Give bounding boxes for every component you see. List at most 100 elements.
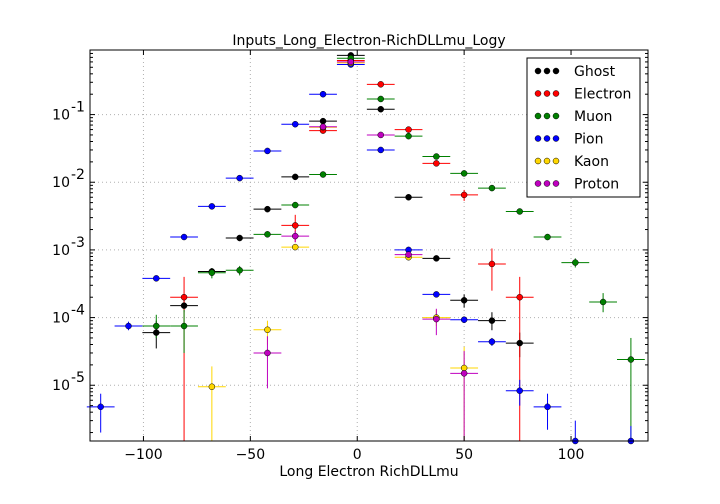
electron-point [488, 260, 496, 268]
kaon-point [460, 364, 468, 372]
legend-marker-kaon [543, 157, 551, 165]
legend-marker-muon [552, 112, 560, 120]
data-points [97, 52, 635, 445]
muon-point [460, 170, 468, 177]
proton-point [460, 370, 468, 377]
proton-point [405, 251, 412, 258]
muon-point [516, 208, 523, 215]
muon-point [236, 267, 243, 274]
ghost-point [433, 255, 440, 262]
legend-label-electron: Electron [574, 87, 631, 103]
legend: Ghost Electron Muon Pion Kaon Proton [526, 57, 641, 198]
pion-point [180, 233, 188, 241]
y-tick-exponent: -5 [71, 370, 85, 386]
legend-marker-proton [534, 180, 542, 187]
kaon-point [264, 326, 271, 334]
legend-marker-muon [534, 112, 542, 120]
y-axis-ticks: 10-510-410-310-210-1 [52, 49, 648, 434]
ghost-point [264, 205, 271, 213]
y-tick-exponent: -1 [71, 100, 85, 116]
electron-point [433, 160, 440, 167]
plot-frame [89, 49, 649, 442]
ghost-point [180, 302, 188, 309]
ghost-point [319, 117, 327, 125]
electron-point [516, 293, 523, 301]
legend-marker-pion [552, 135, 560, 142]
proton-point [319, 123, 327, 131]
electron-point [377, 81, 385, 88]
ghost-point [488, 317, 496, 324]
ghost-point [291, 173, 299, 181]
muon-point [572, 259, 579, 266]
muon-point [208, 269, 216, 276]
electron-point [180, 293, 188, 301]
legend-marker-pion [543, 135, 551, 142]
ghost-point [460, 297, 468, 304]
kaon-point [208, 383, 216, 391]
pion-point [460, 316, 468, 323]
legend-marker-pion [534, 135, 542, 142]
pion-point [208, 203, 216, 210]
muon-point [153, 322, 160, 330]
legend-label-kaon: Kaon [574, 154, 609, 170]
proton-point [347, 58, 355, 66]
y-tick-exponent: -2 [71, 167, 85, 183]
y-tick-label: 10 [52, 175, 70, 191]
pion-point [433, 291, 440, 298]
pion-point [377, 146, 385, 154]
pion-point [291, 120, 299, 128]
y-tick-label: 10 [52, 243, 70, 259]
y-tick-label: 10 [52, 378, 70, 394]
proton-point [377, 131, 385, 139]
y-tick-label: 10 [52, 311, 70, 327]
x-tick-label: 0 [353, 447, 362, 463]
ghost-point [236, 234, 243, 242]
legend-marker-electron [552, 90, 560, 97]
legend-marker-proton [543, 180, 551, 187]
ghost-point [153, 329, 160, 336]
pion-point [488, 338, 496, 345]
muon-point [291, 201, 299, 209]
proton-point [291, 232, 299, 240]
y-tick-exponent: -3 [71, 235, 85, 251]
muon-point [180, 322, 188, 330]
legend-marker-ghost [534, 67, 542, 75]
legend-frame [526, 57, 641, 198]
proton-point [264, 349, 271, 357]
pion-point [319, 90, 327, 98]
legend-label-muon: Muon [574, 109, 612, 125]
ghost-point [377, 105, 385, 113]
chart-title: Inputs_Long_Electron-RichDLLmu_Logy [232, 33, 505, 49]
pion-point [97, 403, 104, 411]
pion-point [544, 403, 551, 411]
legend-marker-muon [543, 112, 551, 120]
legend-marker-kaon [552, 157, 560, 165]
x-axis-ticks: −100 −50 0 50 100 [124, 50, 584, 463]
pion-point [125, 322, 132, 330]
legend-marker-ghost [543, 67, 551, 75]
pion-point [264, 147, 271, 155]
legend-marker-proton [552, 180, 560, 187]
legend-marker-ghost [552, 67, 560, 75]
muon-point [405, 132, 412, 140]
x-tick-label: 50 [455, 447, 473, 463]
x-tick-label: 100 [558, 447, 585, 463]
legend-label-proton: Proton [574, 177, 619, 193]
x-tick-label: −100 [124, 447, 162, 463]
y-tick-exponent: -4 [71, 303, 85, 319]
ghost-point [516, 339, 523, 347]
pion-point [516, 387, 523, 394]
ghost-point [405, 194, 412, 201]
pion-point [153, 275, 160, 282]
legend-marker-kaon [534, 157, 542, 165]
electron-point [291, 222, 299, 229]
legend-label-ghost: Ghost [574, 64, 616, 80]
muon-point [544, 233, 551, 241]
legend-label-pion: Pion [574, 132, 603, 148]
pion-point [236, 174, 243, 182]
muon-point [627, 356, 635, 363]
electron-point [460, 191, 468, 199]
legend-marker-electron [534, 90, 542, 97]
muon-point [377, 95, 385, 103]
legend-marker-electron [543, 90, 551, 97]
